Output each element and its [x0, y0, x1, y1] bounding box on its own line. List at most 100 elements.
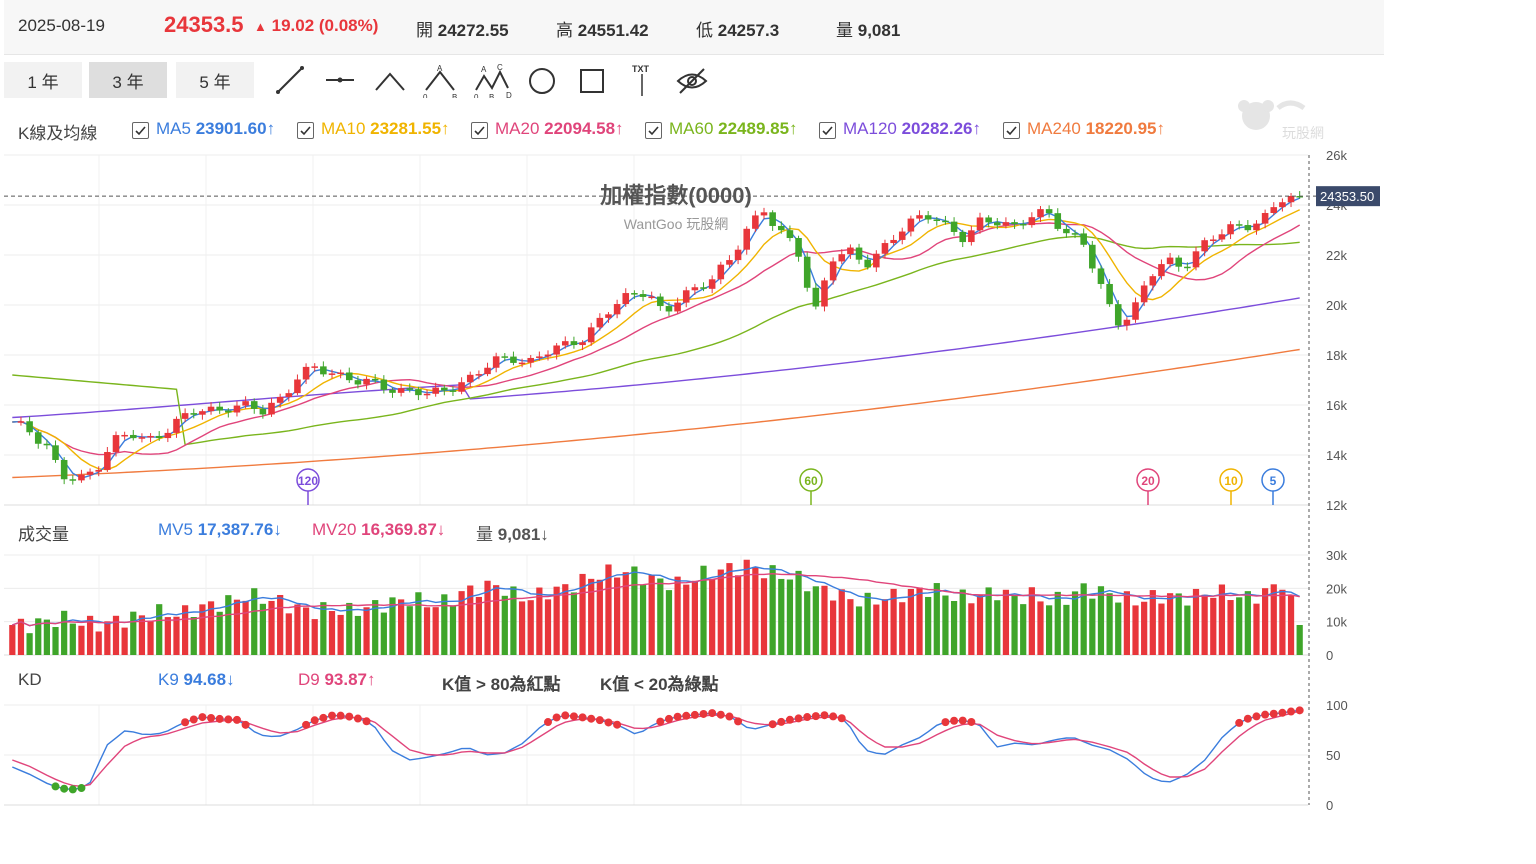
candle-body — [1253, 223, 1260, 231]
kd-legend: KD K9 94.68↓ D9 93.87↑ K值 > 80為紅點 K值 < 20… — [0, 670, 1320, 694]
volume-bar — [398, 599, 405, 655]
candle-body — [492, 356, 500, 368]
volume-bar — [1184, 605, 1191, 655]
candle-body — [786, 230, 794, 239]
kd-overbought-dot — [319, 713, 328, 722]
candle-body — [432, 387, 439, 394]
candle-body — [795, 238, 802, 257]
abc-pattern-icon[interactable]: A B 0 — [420, 62, 460, 98]
volume-bar — [596, 579, 603, 655]
ma-checkbox-ma240[interactable] — [1003, 122, 1020, 139]
candle-body — [302, 366, 310, 380]
volume-bar — [207, 601, 215, 655]
volume-bar — [268, 600, 275, 655]
candle-body — [553, 345, 560, 355]
period-3y-button[interactable]: 3 年 — [89, 62, 167, 98]
volume-bar — [734, 575, 742, 655]
candle-body — [129, 434, 137, 439]
open-price: 開 24272.55 — [416, 21, 509, 40]
ma-checkbox-ma60[interactable] — [645, 122, 662, 139]
volume-bar — [43, 619, 50, 655]
abcd-pattern-icon[interactable]: A C 0 B D — [472, 62, 512, 98]
candle-body — [268, 402, 275, 415]
candle-body — [743, 228, 751, 250]
rectangle-tool-icon[interactable] — [572, 62, 612, 98]
hide-drawings-icon[interactable] — [672, 62, 712, 98]
period-1y-button[interactable]: 1 年 — [4, 62, 82, 98]
kd-overbought-dot — [328, 711, 336, 720]
text-tool-icon[interactable]: TXT — [622, 62, 662, 98]
kd-overbought-dot — [189, 715, 198, 724]
candle-body — [1106, 283, 1113, 305]
svg-text:B: B — [452, 93, 457, 98]
volume-bar — [1192, 588, 1200, 655]
kd-overbought-dot — [552, 713, 561, 722]
candle-body — [803, 256, 811, 288]
volume-bar — [881, 599, 889, 655]
kd-overbought-dot — [699, 709, 708, 718]
period-5y-button[interactable]: 5 年 — [176, 62, 254, 98]
line-tool-icon[interactable] — [270, 62, 310, 98]
volume-bar — [484, 580, 491, 655]
candle-body — [190, 413, 198, 415]
candle-body — [1132, 302, 1139, 320]
volume-bar — [614, 577, 621, 655]
volume-bar — [518, 601, 526, 655]
candle-body — [907, 218, 915, 232]
kd-overbought-dot — [1295, 706, 1304, 715]
volume-bar — [804, 591, 811, 655]
volume-bar — [61, 610, 68, 655]
volume-bar — [838, 589, 845, 655]
candle-body — [104, 452, 111, 470]
price-panel-title: K線及均線 — [18, 124, 98, 143]
segment-tool-icon[interactable] — [320, 62, 360, 98]
volume-bar — [1037, 601, 1044, 655]
volume-bar — [415, 592, 422, 655]
volume-bar — [976, 595, 984, 655]
ma-checkbox-ma120[interactable] — [819, 122, 836, 139]
volume-bar — [199, 604, 206, 655]
candle-body — [1184, 266, 1191, 269]
volume-bar — [795, 570, 802, 655]
candle-body — [345, 372, 353, 381]
ma-checkbox-ma10[interactable] — [297, 122, 314, 139]
candle-body — [380, 379, 388, 390]
volume-bar — [994, 600, 1001, 655]
candle-body — [199, 411, 206, 415]
volume-bar — [17, 618, 25, 655]
high-price: 高 24551.42 — [556, 21, 649, 40]
kd-overbought-dot — [241, 720, 250, 729]
kd-overbought-dot — [1261, 710, 1270, 719]
candle-body — [1270, 207, 1278, 213]
kd-overbought-dot — [345, 712, 354, 721]
candle-body — [60, 459, 68, 480]
candle-body — [34, 432, 42, 444]
candle-body — [458, 382, 465, 392]
angle-tool-icon[interactable] — [370, 62, 410, 98]
kd-overbought-dot — [1252, 712, 1261, 721]
kd-overbought-dot — [941, 718, 950, 727]
volume-bar — [925, 596, 932, 655]
kd-overbought-dot — [803, 713, 812, 722]
candle-body — [924, 215, 932, 220]
volume-bar — [493, 585, 500, 655]
kd-note-red: K值 > 80為紅點 — [442, 675, 561, 694]
ma10-line — [12, 209, 1300, 471]
svg-text:D: D — [506, 91, 512, 98]
indicator-ma240: MA240 18220.95↑ — [1027, 119, 1165, 138]
ma-checkbox-ma20[interactable] — [471, 122, 488, 139]
candle-body — [233, 405, 241, 413]
check-icon — [1006, 126, 1017, 136]
candle-body — [1235, 224, 1243, 226]
kd-overbought-dot — [1235, 718, 1244, 727]
candle-body — [1097, 268, 1105, 284]
kd-oversold-dot — [51, 782, 60, 791]
circle-tool-icon[interactable] — [522, 62, 562, 98]
check-icon — [474, 126, 485, 136]
candle-body — [397, 388, 405, 393]
volume-bar — [1166, 593, 1174, 655]
candle-body — [959, 231, 967, 243]
volume-bar — [432, 607, 439, 655]
ma-checkbox-ma5[interactable] — [132, 122, 149, 139]
